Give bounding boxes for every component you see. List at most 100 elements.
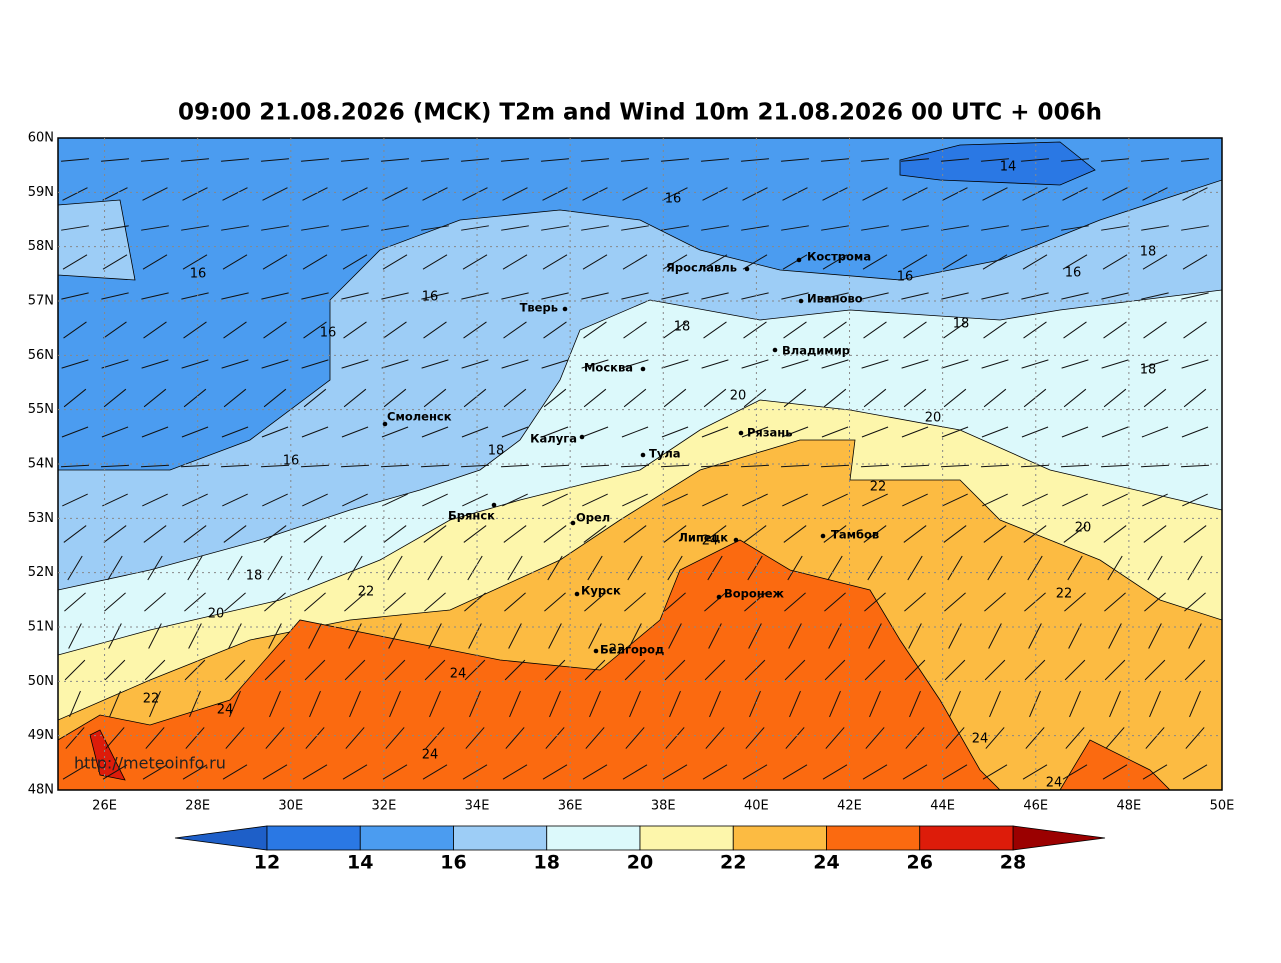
wind-barb — [301, 292, 329, 300]
wind-barb — [542, 493, 568, 507]
wind-barb — [941, 426, 969, 438]
contour-label: 16 — [897, 270, 914, 285]
wind-barb — [1101, 292, 1129, 300]
wind-barb — [102, 764, 128, 780]
wind-barb — [381, 426, 409, 438]
wind-barb — [1028, 623, 1042, 649]
wind-barb — [622, 187, 648, 201]
wind-barb — [621, 225, 649, 231]
wind-barb — [1104, 659, 1126, 681]
wind-barb — [708, 623, 722, 649]
wind-barb — [347, 555, 363, 581]
wind-barb — [1060, 464, 1090, 468]
wind-barb — [824, 592, 846, 612]
wind-barb — [860, 464, 890, 468]
colorbar-tick-label: 26 — [907, 852, 933, 874]
wind-barb — [661, 359, 689, 369]
wind-barb — [101, 426, 129, 438]
wind-barb — [188, 623, 202, 649]
wind-barb — [1187, 555, 1203, 581]
wind-barb — [223, 321, 247, 339]
wind-barb — [1062, 764, 1088, 780]
wind-barb — [1141, 359, 1169, 369]
wind-barb — [582, 187, 608, 201]
wind-barb — [861, 426, 889, 438]
wind-barb — [101, 292, 129, 300]
wind-barb — [1143, 321, 1167, 339]
wind-barb — [902, 187, 928, 201]
wind-barb — [1142, 493, 1168, 507]
wind-barb — [783, 388, 807, 408]
wind-barb — [541, 225, 569, 231]
wind-barb — [342, 254, 368, 270]
wind-barb — [468, 623, 482, 649]
wind-barb — [540, 464, 570, 468]
wind-barb — [1063, 388, 1087, 408]
wind-barb — [942, 187, 968, 201]
wind-barb — [343, 321, 367, 339]
wind-barb — [141, 158, 169, 162]
wind-barb — [744, 659, 766, 681]
wind-barb — [829, 690, 841, 718]
wind-barb — [1065, 727, 1085, 749]
city-dot — [640, 366, 646, 372]
wind-barb — [149, 690, 161, 718]
wind-barb — [861, 158, 889, 162]
city-label: Белгород — [600, 643, 664, 657]
wind-barb — [747, 555, 763, 581]
wind-barb — [781, 225, 809, 231]
wind-barb — [982, 187, 1008, 201]
wind-barb — [308, 623, 322, 649]
wind-barb — [1181, 292, 1209, 300]
wind-barb — [301, 359, 329, 369]
wind-barb — [1141, 225, 1169, 231]
wind-barb — [181, 359, 209, 369]
wind-barb — [668, 623, 682, 649]
city-label: Смоленск — [387, 410, 452, 424]
wind-barb — [182, 187, 208, 201]
wind-barb — [461, 158, 489, 162]
wind-barb — [781, 359, 809, 369]
wind-barb — [222, 254, 248, 270]
wind-barb — [901, 426, 929, 438]
wind-barb — [262, 187, 288, 201]
wind-barb — [508, 623, 522, 649]
wind-barb — [463, 525, 487, 543]
lat-label: 49N — [28, 728, 54, 743]
wind-barb — [985, 727, 1005, 749]
wind-barb — [302, 254, 328, 270]
wind-barb — [581, 158, 609, 162]
wind-barb — [704, 659, 726, 681]
wind-barb — [1101, 225, 1129, 231]
wind-barb — [182, 493, 208, 507]
wind-barb — [500, 464, 530, 468]
wind-barb — [988, 623, 1002, 649]
wind-barb — [583, 525, 607, 543]
wind-barb — [222, 764, 248, 780]
wind-barb — [61, 292, 89, 300]
wind-barb — [743, 388, 767, 408]
wind-barb — [1023, 321, 1047, 339]
wind-barb — [501, 292, 529, 300]
wind-barb — [1142, 254, 1168, 270]
wind-barb — [821, 158, 849, 162]
watermark: http://meteoinfo.ru — [74, 754, 226, 773]
wind-barb — [941, 292, 969, 300]
wind-barb — [180, 464, 210, 468]
wind-barb — [661, 225, 689, 231]
wind-barb — [781, 158, 809, 162]
wind-barb — [622, 254, 648, 270]
wind-barb — [944, 592, 966, 612]
wind-barb — [741, 225, 769, 231]
wind-barb — [261, 158, 289, 162]
wind-barb — [62, 493, 88, 507]
wind-barb — [587, 555, 603, 581]
wind-barb — [380, 464, 410, 468]
wind-barb — [1061, 292, 1089, 300]
wind-barb — [621, 292, 649, 300]
wind-barb — [942, 764, 968, 780]
wind-barb — [104, 659, 126, 681]
lat-label: 53N — [28, 511, 54, 526]
wind-barb — [549, 690, 561, 718]
wind-barb — [1141, 292, 1169, 300]
